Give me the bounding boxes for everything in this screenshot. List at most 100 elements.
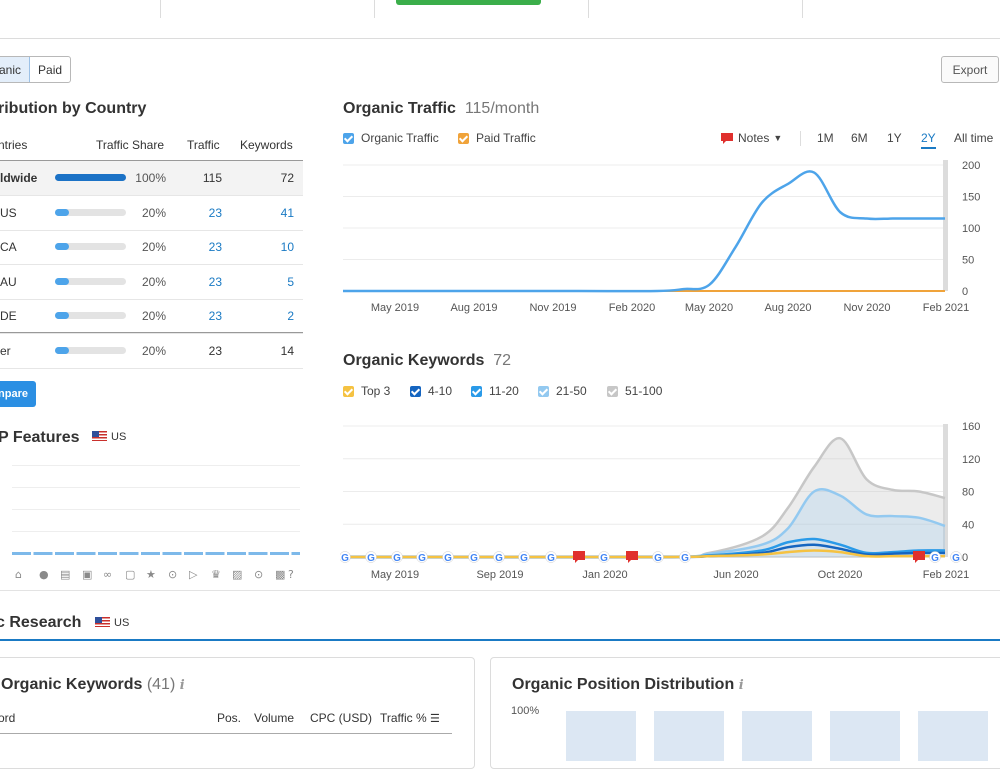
google-update-icon[interactable]: G — [493, 551, 505, 565]
table-row[interactable]: DE 20% 23 2 — [0, 299, 303, 334]
legend-paid-traffic[interactable]: Paid Traffic — [458, 131, 536, 145]
legend-label: 11-20 — [489, 384, 519, 398]
country-name[interactable]: CA — [0, 240, 17, 254]
star-icon[interactable]: ★ — [146, 568, 156, 581]
traffic-share-bar — [55, 312, 126, 319]
carousel-icon[interactable]: ▢ — [125, 568, 135, 581]
traffic-value[interactable]: 23 — [208, 274, 222, 289]
video-icon[interactable]: ⊙ — [168, 568, 177, 581]
google-update-icon[interactable]: G — [442, 551, 454, 565]
note-marker-icon[interactable] — [626, 551, 638, 563]
distribution-title: ribution by Country — [0, 100, 147, 117]
table-row[interactable]: er 20% 23 14 — [0, 334, 303, 369]
notes-dropdown[interactable]: Notes ▼ — [720, 131, 782, 145]
traffic-share-bar — [55, 243, 126, 250]
chart-scrollbar[interactable] — [943, 160, 948, 291]
google-update-icon[interactable]: G — [365, 551, 377, 565]
export-button[interactable]: Export — [941, 56, 999, 83]
x-tick-label: May 2019 — [371, 302, 419, 314]
note-marker-icon[interactable] — [573, 551, 585, 563]
table-row[interactable]: AU 20% 23 5 — [0, 265, 303, 300]
country-name[interactable]: er — [0, 343, 11, 358]
link-icon[interactable]: ∞ — [103, 568, 112, 581]
country-name[interactable]: ldwide — [0, 171, 38, 185]
serp-feature-icons: ⌂ ● ▤ ▣ ∞ ▢ ★ ⊙ ▷ ♛ ▨ ⊙ ▩ ? — [15, 568, 294, 581]
google-update-icon[interactable]: G — [340, 551, 351, 565]
legend-top3[interactable]: Top 3 — [343, 384, 390, 398]
x-tick-label: May 2019 — [371, 569, 419, 581]
graduation-cap-icon[interactable]: ⌂ — [15, 568, 22, 581]
serp-country[interactable]: US — [92, 431, 126, 443]
traffic-share-fill — [55, 312, 70, 319]
crown-icon[interactable]: ♛ — [211, 568, 221, 581]
google-update-icon[interactable]: G — [950, 551, 962, 565]
table-row[interactable]: ldwide 100% 115 72 — [0, 161, 303, 196]
info-icon[interactable]: i — [738, 678, 744, 693]
organic-toggle-button[interactable]: anic — [0, 57, 31, 82]
google-update-icon[interactable]: G — [518, 551, 530, 565]
google-update-icon[interactable]: G — [929, 551, 941, 565]
green-action-button[interactable] — [396, 0, 541, 5]
keywords-value[interactable]: 5 — [287, 274, 294, 289]
legend-11-20[interactable]: 11-20 — [471, 384, 519, 398]
svg-text:G: G — [654, 553, 662, 564]
location-pin-icon[interactable]: ● — [39, 568, 49, 581]
help-icon[interactable]: ? — [288, 568, 294, 581]
range-2y[interactable]: 2Y — [921, 131, 936, 149]
legend-51-100[interactable]: 51-100 — [607, 384, 662, 398]
table-row[interactable]: US 20% 23 41 — [0, 196, 303, 231]
google-update-icon[interactable]: G — [468, 551, 480, 565]
keywords-value[interactable]: 41 — [280, 205, 294, 220]
info-icon[interactable]: i — [179, 678, 185, 693]
image-pack-icon[interactable]: ▣ — [82, 568, 92, 581]
traffic-share-fill — [55, 346, 70, 354]
traffic-share-fill — [55, 243, 70, 250]
col-traffic-percent[interactable]: Traffic % ☰ — [380, 711, 440, 725]
google-update-icon[interactable]: G — [679, 551, 691, 565]
col-volume[interactable]: Volume — [254, 711, 295, 725]
divider — [802, 0, 803, 18]
google-update-icon[interactable]: G — [598, 551, 610, 565]
legend-21-50[interactable]: 21-50 — [538, 384, 587, 398]
col-cpc[interactable]: CPC (USD) — [310, 711, 372, 725]
google-update-icon[interactable]: G — [391, 551, 403, 565]
google-update-icon[interactable]: G — [545, 551, 557, 565]
research-title: c Research — [0, 614, 82, 631]
keywords-value[interactable]: 10 — [280, 240, 294, 254]
picture-icon[interactable]: ▨ — [232, 568, 242, 581]
range-1m[interactable]: 1M — [817, 131, 834, 145]
note-marker-icon[interactable] — [913, 551, 925, 563]
checkbox-checked-icon — [343, 132, 354, 144]
legend-organic-traffic[interactable]: Organic Traffic — [343, 131, 439, 145]
legend-label: Top 3 — [361, 384, 391, 398]
svg-text:G: G — [495, 553, 503, 564]
table-row[interactable]: CA 20% 23 10 — [0, 230, 303, 265]
top-summary-strip — [0, 0, 1000, 39]
news-icon[interactable]: ▤ — [60, 568, 70, 581]
chart-scrollbar[interactable] — [943, 424, 948, 557]
traffic-value[interactable]: 23 — [208, 309, 222, 323]
faq-icon[interactable]: ▩ — [275, 568, 285, 581]
google-update-icon[interactable]: G — [416, 551, 428, 565]
video-frame-icon[interactable]: ▷ — [189, 568, 198, 581]
google-update-icon[interactable]: G — [652, 551, 664, 565]
range-1y[interactable]: 1Y — [887, 131, 902, 145]
range-all-time[interactable]: All time — [954, 131, 994, 145]
checkbox-checked-icon — [458, 132, 469, 144]
legend-4-10[interactable]: 4-10 — [410, 384, 452, 398]
traffic-value[interactable]: 23 — [208, 205, 222, 220]
keywords-value[interactable]: 2 — [287, 309, 294, 323]
range-6m[interactable]: 6M — [851, 131, 868, 145]
traffic-value[interactable]: 23 — [208, 240, 222, 254]
y-tick-label: 40 — [962, 519, 974, 531]
country-name[interactable]: DE — [0, 309, 17, 323]
col-pos[interactable]: Pos. — [217, 711, 242, 725]
y-tick-label: 0 — [962, 552, 968, 564]
col-keyword[interactable]: ord — [0, 711, 16, 725]
country-name[interactable]: AU — [0, 274, 17, 289]
paid-toggle-button[interactable]: Paid — [38, 62, 63, 77]
research-country[interactable]: US — [95, 617, 129, 629]
country-name[interactable]: US — [0, 205, 17, 220]
compare-button[interactable]: npare — [0, 381, 36, 407]
play-icon[interactable]: ⊙ — [254, 568, 263, 581]
